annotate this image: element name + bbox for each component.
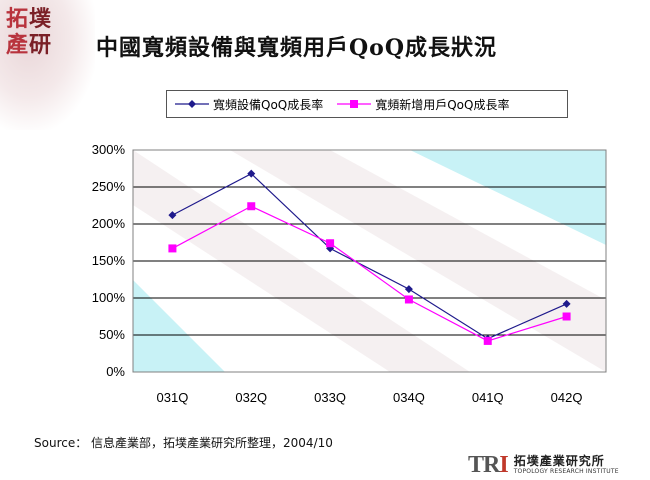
- tri-text: 拓墣產業研究所 TOPOLOGY RESEARCH INSTITUTE: [513, 453, 619, 476]
- y-tick-label: 200%: [92, 216, 126, 231]
- x-tick-label: 032Q: [235, 390, 267, 405]
- tri-mark-letters: TR: [468, 452, 500, 478]
- x-tick-label: 033Q: [314, 390, 346, 405]
- y-tick-label: 150%: [92, 253, 126, 268]
- y-tick-label: 250%: [92, 179, 126, 194]
- data-point: [326, 239, 335, 248]
- slide-title: 中國寬頻設備與寬頻用戶QoQ成長狀況: [96, 35, 498, 61]
- footer-logo: TRI 拓墣產業研究所 TOPOLOGY RESEARCH INSTITUTE: [468, 452, 644, 478]
- logo-char: 墣: [29, 6, 53, 32]
- logo-background: [0, 0, 95, 130]
- legend-label: 寬頻設備QoQ成長率: [213, 97, 324, 112]
- data-point: [404, 295, 413, 304]
- x-tick-label: 031Q: [157, 390, 189, 405]
- x-tick-label: 034Q: [393, 390, 425, 405]
- legend-entry-users: 寬頻新增用戶QoQ成長率: [337, 96, 509, 113]
- data-point: [483, 336, 492, 345]
- legend-label: 寬頻新增用戶QoQ成長率: [375, 97, 510, 112]
- logo-char: 產: [6, 32, 30, 58]
- logo: 拓 墣 產 研: [6, 6, 68, 60]
- logo-char: 研: [29, 32, 53, 58]
- y-tick-label: 50%: [99, 327, 125, 342]
- institute-name: 拓墣產業研究所: [513, 453, 605, 468]
- data-point: [562, 299, 571, 308]
- data-point: [247, 202, 256, 211]
- series-line: [172, 205, 567, 342]
- institute-english: TOPOLOGY RESEARCH INSTITUTE: [513, 467, 619, 475]
- y-tick-label: 100%: [92, 290, 126, 305]
- legend-swatch-square: [337, 100, 372, 108]
- tri-mark-i: I: [499, 452, 508, 478]
- x-tick-label: 042Q: [551, 390, 583, 405]
- data-point: [168, 244, 177, 253]
- series-line: [172, 172, 567, 340]
- logo-char: 拓: [6, 6, 30, 32]
- y-tick-label: 0%: [106, 364, 125, 379]
- legend-swatch-diamond: [175, 100, 209, 108]
- plot-border: [132, 149, 607, 373]
- data-point: [247, 169, 256, 178]
- x-tick-label: 041Q: [472, 390, 504, 405]
- chart-legend: 寬頻設備QoQ成長率 寬頻新增用戶QoQ成長率: [166, 90, 568, 118]
- legend-entry-equipment: 寬頻設備QoQ成長率: [175, 96, 323, 113]
- tri-mark: TRI: [468, 452, 509, 478]
- y-tick-label: 300%: [92, 142, 126, 157]
- source-note: Source： 信息產業部，拓墣產業研究所整理，2004/10: [34, 436, 333, 450]
- data-point: [562, 312, 571, 321]
- data-point: [404, 285, 413, 294]
- data-point: [168, 211, 177, 220]
